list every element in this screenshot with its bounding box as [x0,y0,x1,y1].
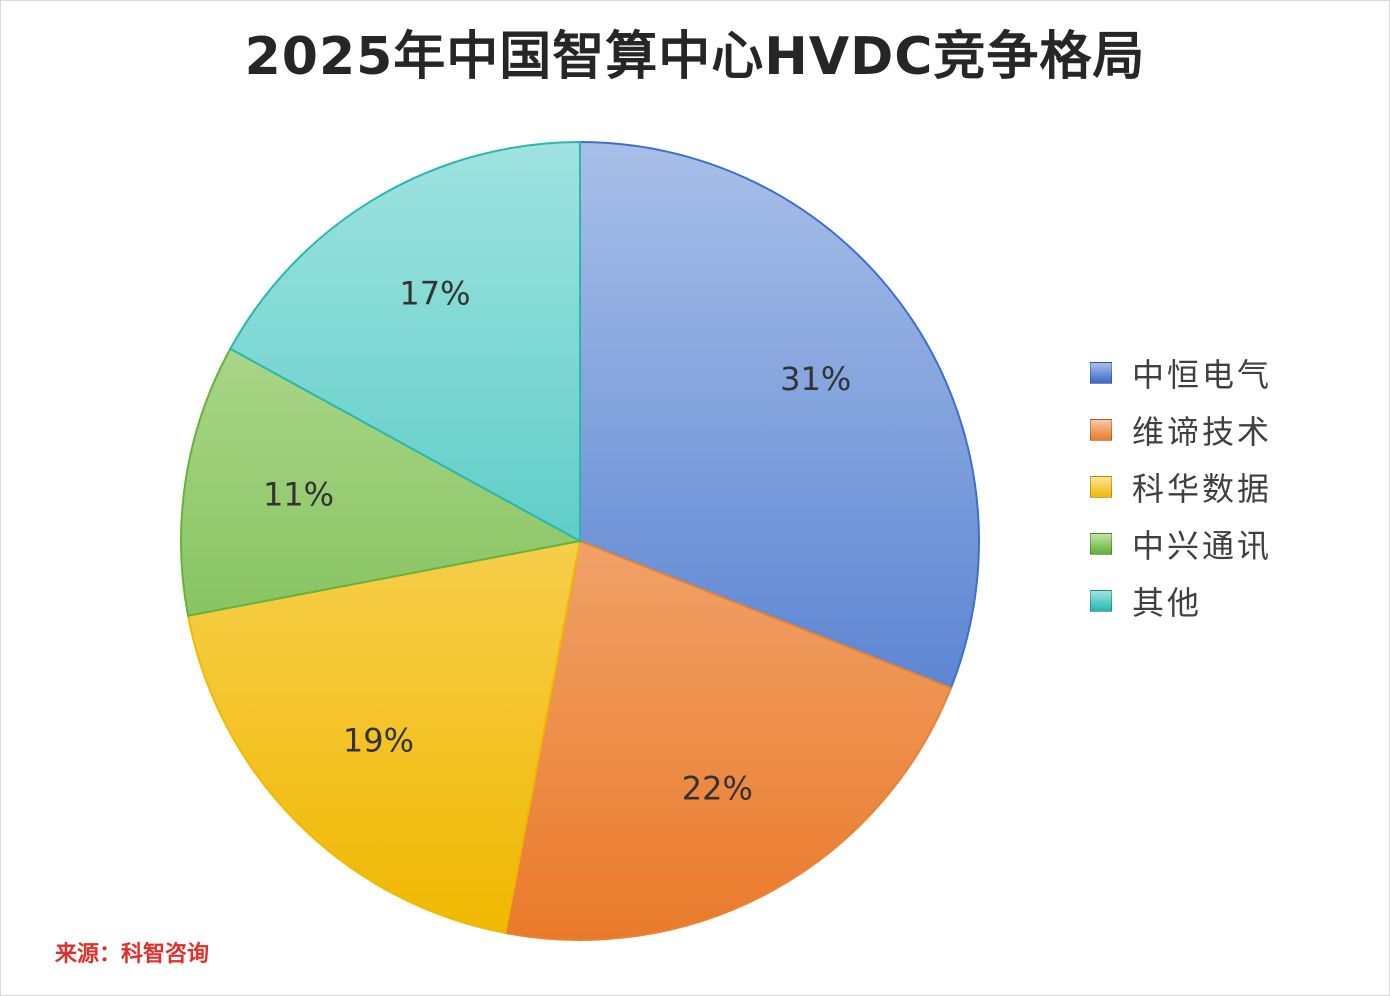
slice-zhongheng[interactable] [579,140,980,690]
slice-label: 31% [780,360,851,398]
legend-item-vertiv[interactable]: 维谛技术 [1090,401,1272,458]
legend-label: 中恒电气 [1132,355,1273,394]
legend-item-zte[interactable]: 中兴通讯 [1090,515,1272,572]
legend-swatch [1090,418,1112,441]
legend-swatch [1090,532,1112,555]
legend-label: 科华数据 [1132,469,1273,508]
legend-item-zhongheng[interactable]: 中恒电气 [1090,344,1272,401]
legend-swatch [1090,475,1112,498]
slice-label: 17% [399,275,470,313]
slice-label: 11% [263,475,334,513]
legend: 中恒电气 维谛技术 科华数据 中兴通讯 其他 [1090,344,1272,629]
slice-kehua[interactable] [186,539,582,935]
slice-zte[interactable] [180,347,583,617]
slice-label: 22% [682,770,753,808]
legend-label: 其他 [1132,583,1203,622]
chart-title: 2025年中国智算中心HVDC竞争格局 [244,27,1146,87]
legend-label: 维谛技术 [1132,412,1273,451]
legend-swatch [1090,361,1112,384]
legend-item-other[interactable]: 其他 [1090,572,1272,629]
slice-other[interactable] [228,140,581,543]
legend-item-kehua[interactable]: 科华数据 [1090,458,1272,515]
legend-swatch [1090,589,1112,612]
source-note: 来源：科智咨询 [55,942,210,967]
slice-vertiv[interactable] [504,539,953,941]
legend-label: 中兴通讯 [1132,526,1273,565]
slice-label: 19% [343,722,414,760]
